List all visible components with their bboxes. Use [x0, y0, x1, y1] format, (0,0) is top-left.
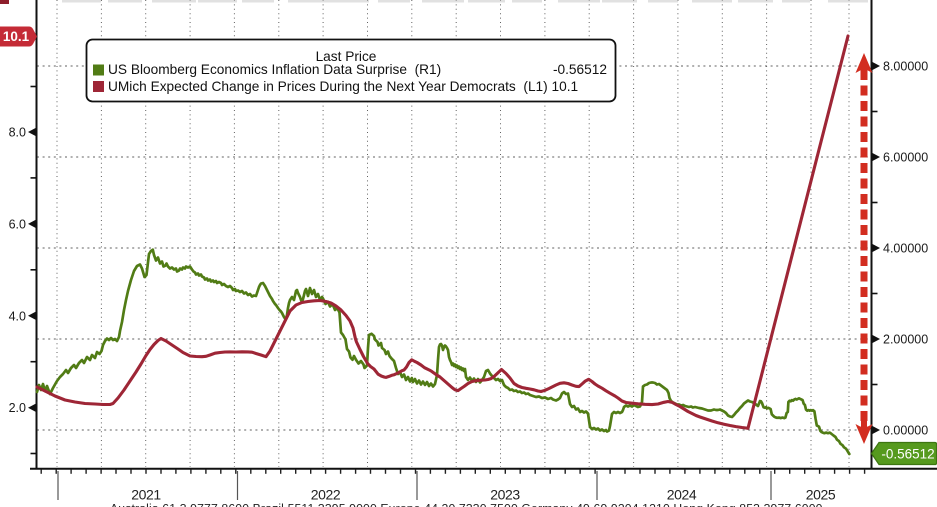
svg-text:US Bloomberg Economics Inflati: US Bloomberg Economics Inflation Data Su…	[108, 62, 441, 77]
svg-text:2.0: 2.0	[9, 401, 26, 415]
svg-text:0.00000: 0.00000	[883, 424, 928, 438]
svg-text:2022: 2022	[311, 487, 341, 503]
svg-text:4.00000: 4.00000	[883, 242, 928, 256]
svg-text:8.00000: 8.00000	[883, 60, 928, 74]
svg-text:10.1: 10.1	[3, 29, 30, 44]
svg-text:6.0: 6.0	[9, 217, 26, 231]
svg-text:UMich Expected Change in Price: UMich Expected Change in Prices During t…	[108, 79, 578, 94]
svg-text:Australia 61 3 9777 8600 Brazi: Australia 61 3 9777 8600 Brazil 5511 339…	[110, 501, 823, 507]
svg-text:6.00000: 6.00000	[883, 151, 928, 165]
svg-text:2025: 2025	[806, 487, 836, 503]
svg-text:2024: 2024	[667, 487, 697, 503]
svg-text:Last Price: Last Price	[316, 49, 377, 64]
svg-text:8.0: 8.0	[9, 126, 26, 140]
svg-text:4.0: 4.0	[9, 309, 26, 323]
svg-text:-0.56512: -0.56512	[881, 447, 934, 462]
svg-text:-0.56512: -0.56512	[553, 62, 607, 77]
svg-text:2023: 2023	[490, 487, 520, 503]
svg-text:2.00000: 2.00000	[883, 333, 928, 347]
svg-text:2021: 2021	[131, 487, 161, 503]
